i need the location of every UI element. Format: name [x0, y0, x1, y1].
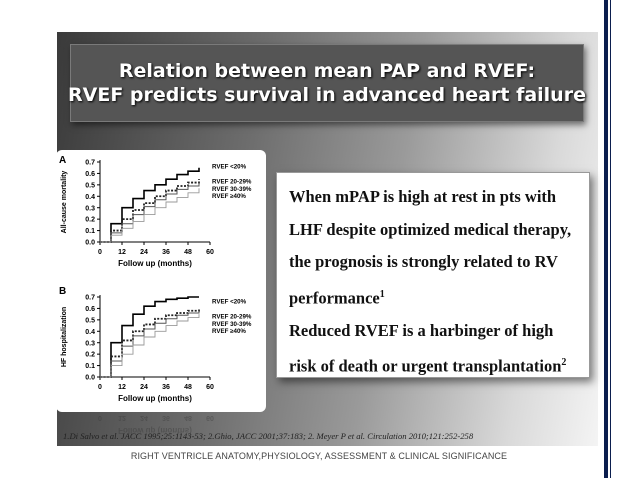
x-tick-label: 36 — [162, 249, 170, 256]
y-tick-label: 0.4 — [85, 329, 95, 336]
y-tick-label: 0.0 — [85, 375, 95, 382]
y-tick-label: 0.5 — [85, 182, 95, 189]
x-axis-label-a: Follow up (months) — [118, 259, 192, 268]
right-border-rule-thin — [610, 0, 611, 478]
chart-panel: A 0.0 0.1 0.2 0.3 0.4 0.5 0.6 0.7 0 12 24 36 48 60 All-… — [56, 150, 266, 412]
chart-reflection-svg: Follow up (months) 0 12 24 36 48 60 — [98, 414, 214, 435]
series-line-a-4 — [100, 188, 200, 243]
y-tick-label: 0.7 — [85, 295, 95, 302]
y-tick-label: 0.6 — [85, 306, 95, 313]
y-tick-label: 0.7 — [85, 160, 95, 167]
key-point-line-1: When mPAP is high at rest in pts with — [289, 187, 557, 206]
reflection-tick: 48 — [184, 414, 192, 421]
series-line-a-3 — [100, 182, 200, 243]
key-point-line-4-text: performance — [289, 288, 380, 307]
key-point-line-6: risk of death or urgent transplantation2 — [289, 347, 577, 383]
y-axis-label-b: HF hospitalization — [61, 307, 68, 367]
legend-label: RVEF ≥40% — [212, 193, 246, 200]
slide-title-line2: RVEF predicts survival in advanced heart… — [68, 84, 586, 106]
panel-letter-a: A — [59, 155, 66, 166]
slide-title-line1: Relation between mean PAP and RVEF: — [118, 60, 536, 82]
y-tick-label: 0.1 — [85, 363, 95, 370]
legend-label: RVEF 20-29% — [212, 179, 252, 186]
y-tick-label: 0.0 — [85, 240, 95, 247]
x-tick-label: 48 — [184, 384, 192, 391]
key-point-line-4: performance1 — [289, 279, 577, 315]
reference-marker-1: 1 — [379, 288, 385, 300]
legend-label: RVEF ≥40% — [212, 328, 246, 335]
legend-label: RVEF <20% — [212, 164, 247, 171]
key-point-line-3: the prognosis is strongly related to RV — [289, 252, 558, 271]
x-tick-label: 48 — [184, 249, 192, 256]
key-point-line-2: LHF despite optimized medical therapy, — [289, 219, 572, 239]
slide-title-box: Relation between mean PAP and RVEF: RVEF… — [68, 44, 586, 122]
x-tick-label: 60 — [206, 249, 214, 256]
x-tick-label: 36 — [162, 384, 170, 391]
reflection-tick: 60 — [206, 414, 214, 421]
legend-label: RVEF 30-39% — [212, 321, 252, 328]
legend-label: RVEF <20% — [212, 299, 247, 306]
y-tick-label: 0.3 — [85, 340, 95, 347]
x-tick-label: 0 — [98, 249, 102, 256]
key-point-line-5: Reduced RVEF is a harbinger of high — [289, 320, 554, 340]
y-tick-label: 0.4 — [85, 194, 95, 201]
chart-reflection: Follow up (months) 0 12 24 36 48 60 — [56, 410, 266, 440]
key-points-box: When mPAP is high at rest in pts with LH… — [276, 172, 590, 378]
x-tick-label: 60 — [206, 384, 214, 391]
panel-letter-b: B — [59, 286, 66, 297]
survival-charts: A 0.0 0.1 0.2 0.3 0.4 0.5 0.6 0.7 0 12 24 36 48 60 All-… — [59, 155, 252, 403]
footer-caption: RIGHT VENTRICLE ANATOMY,PHYSIOLOGY, ASSE… — [130, 451, 508, 461]
x-tick-label: 0 — [98, 384, 102, 391]
reflection-tick: 24 — [140, 414, 148, 421]
x-tick-label: 12 — [118, 384, 126, 391]
reflection-tick: 0 — [98, 414, 102, 421]
legend-label: RVEF 30-39% — [212, 186, 252, 193]
reflection-x-label: Follow up (months) — [118, 426, 192, 435]
series-line-b-1 — [100, 296, 199, 378]
x-tick-label: 24 — [140, 384, 148, 391]
y-axis-label-a: All-cause mortality — [61, 171, 68, 234]
key-point-line-6-text: risk of death or urgent transplantation — [289, 356, 562, 376]
legend-label: RVEF 20-29% — [212, 314, 252, 321]
reflection-tick: 36 — [162, 414, 170, 421]
x-axis-label-b: Follow up (months) — [118, 394, 192, 403]
y-tick-label: 0.5 — [85, 317, 95, 324]
y-tick-label: 0.2 — [85, 217, 95, 224]
x-tick-label: 24 — [140, 249, 148, 256]
y-tick-label: 0.2 — [85, 352, 95, 359]
y-tick-label: 0.3 — [85, 205, 95, 212]
y-tick-label: 0.1 — [85, 228, 95, 235]
x-tick-label: 12 — [118, 249, 126, 256]
right-border-rule — [604, 0, 608, 478]
y-tick-label: 0.6 — [85, 171, 95, 178]
reflection-tick: 12 — [118, 414, 126, 421]
citation: 1.Di Salvo et al. JACC 1995;25:1143-53; … — [63, 431, 474, 441]
series-line-b-4 — [100, 314, 200, 378]
reference-marker-2: 2 — [561, 357, 567, 368]
